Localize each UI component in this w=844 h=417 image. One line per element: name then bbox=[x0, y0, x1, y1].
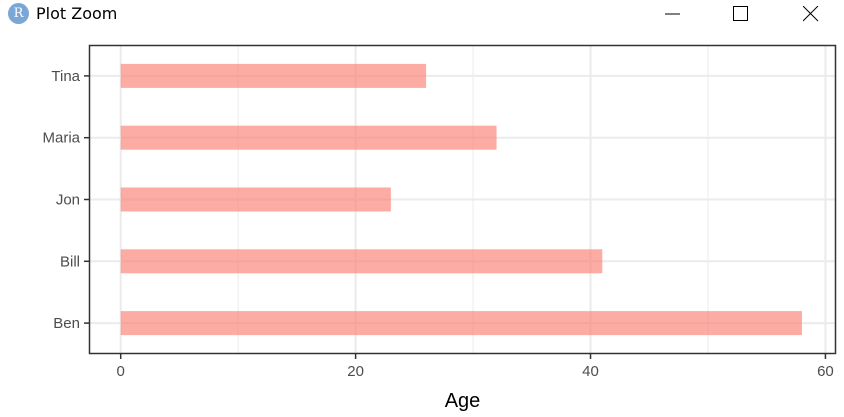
minimize-button[interactable] bbox=[650, 0, 696, 28]
bar-maria bbox=[120, 125, 497, 150]
r-app-icon: R bbox=[8, 3, 29, 24]
maximize-icon bbox=[733, 6, 748, 21]
close-icon bbox=[803, 6, 819, 22]
close-button[interactable] bbox=[788, 0, 834, 28]
maximize-button[interactable] bbox=[718, 0, 764, 28]
x-axis: 0 20 40 60 bbox=[117, 354, 834, 380]
bar-chart: Ben Bill Jon Maria Tina 0 20 40 60 Age bbox=[42, 44, 837, 412]
y-tick-label: Ben bbox=[53, 315, 80, 332]
y-tick-label: Maria bbox=[42, 130, 80, 147]
x-axis-title: Age bbox=[445, 390, 481, 412]
x-tick-label: 0 bbox=[117, 363, 125, 380]
bar-jon bbox=[120, 187, 391, 212]
x-tick-label: 20 bbox=[347, 363, 364, 380]
window-title: Plot Zoom bbox=[36, 4, 118, 23]
bar-bill bbox=[120, 249, 603, 274]
y-tick-label: Bill bbox=[60, 253, 80, 270]
x-tick-label: 60 bbox=[817, 363, 834, 380]
y-axis: Ben Bill Jon Maria Tina bbox=[42, 68, 89, 332]
panel-border bbox=[88, 44, 837, 355]
minimize-icon bbox=[665, 13, 680, 15]
y-tick-label: Tina bbox=[51, 68, 80, 85]
title-bar[interactable]: R Plot Zoom bbox=[0, 0, 844, 28]
bar-ben bbox=[120, 311, 802, 336]
y-tick-label: Jon bbox=[56, 192, 80, 209]
bar-tina bbox=[120, 63, 427, 88]
bars bbox=[120, 63, 802, 336]
x-tick-label: 40 bbox=[582, 363, 599, 380]
